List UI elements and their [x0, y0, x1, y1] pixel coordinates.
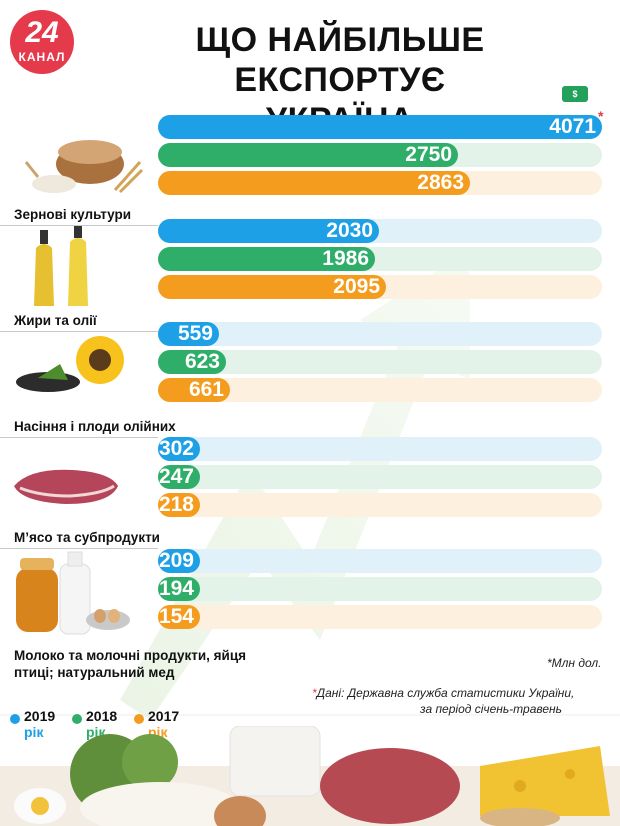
bar-value-label: 1986	[322, 247, 369, 270]
bar-value-label: 302	[158, 437, 194, 460]
category-divider	[0, 548, 158, 549]
grain-bowl-icon	[24, 140, 144, 194]
bar-value-label: 2863	[417, 171, 464, 194]
legend-year-2019: 2019	[24, 708, 56, 724]
bar-track	[158, 350, 602, 374]
bar-track	[158, 605, 602, 629]
oil-bottles-icon	[34, 226, 88, 306]
sunflower-icon	[16, 336, 124, 392]
bar-2017-cat-3: 218	[158, 493, 200, 517]
category-divider	[0, 225, 158, 226]
bar-2018-cat-0: 2750	[158, 143, 458, 167]
bar-value-label: 218	[158, 493, 194, 516]
bar-value-label: 154	[158, 605, 194, 628]
bar-value-label: 247	[158, 465, 194, 488]
legend-dot-2018	[72, 714, 82, 724]
category-label-meat: М’ясо та субпродукти	[14, 530, 160, 545]
dairy-honey-icon	[16, 551, 130, 635]
legend-year-2018: 2018	[86, 708, 118, 724]
category-label-oilseeds: Насіння і плоди олійних	[14, 419, 176, 434]
bar-value-label: 209	[158, 549, 194, 572]
money-icon: $	[562, 86, 588, 102]
bar-track	[158, 378, 602, 402]
category-divider	[0, 437, 158, 438]
bar-2019-cat-2: 559	[158, 322, 219, 346]
bar-2019-cat-1: 2030	[158, 219, 379, 243]
logo-label: КАНАЛ	[18, 50, 66, 64]
bar-value-label: 623	[184, 350, 220, 373]
bar-track	[158, 437, 602, 461]
category-label-dairy: Молоко та молочні продукти, яйця птиці; …	[14, 648, 246, 680]
legend-dot-2017	[134, 714, 144, 724]
food-collage-image	[0, 726, 620, 826]
category-divider	[0, 331, 158, 332]
bar-value-label: 559	[177, 322, 213, 345]
bar-2017-cat-2: 661	[158, 378, 230, 402]
bar-2018-cat-2: 623	[158, 350, 226, 374]
source-line-1: Дані: Державна служба статистики України…	[316, 686, 575, 700]
category-label-grains: Зернові культури	[14, 207, 132, 222]
source-note: *Дані: Державна служба статистики Україн…	[312, 686, 574, 700]
bar-value-label: 2095	[333, 275, 380, 298]
bar-value-label: 4071	[549, 115, 596, 138]
bar-track	[158, 549, 602, 573]
bar-2018-cat-4: 194	[158, 577, 200, 601]
bar-value-label: 2750	[405, 143, 452, 166]
bar-2019-cat-3: 302	[158, 437, 200, 461]
bar-2019-cat-4: 209	[158, 549, 200, 573]
legend-year-2017: 2017	[148, 708, 180, 724]
channel-logo: 24 КАНАЛ	[10, 10, 74, 74]
bar-track	[158, 493, 602, 517]
bar-track	[158, 465, 602, 489]
category-label-fats-oils: Жири та олії	[14, 313, 97, 328]
unit-note: *Млн дол.	[547, 656, 602, 670]
bar-2018-cat-1: 1986	[158, 247, 375, 271]
bar-2019-cat-0: 4071	[158, 115, 602, 139]
source-star: *	[312, 686, 317, 700]
legend-unit-2019: рік	[24, 724, 44, 740]
bar-value-label: 661	[188, 378, 224, 401]
title-line-1: ЩО НАЙБІЛЬШЕ ЕКСПОРТУЄ	[195, 21, 485, 99]
bar-value-label: 2030	[326, 219, 373, 242]
bar-track	[158, 322, 602, 346]
bar-2017-cat-4: 154	[158, 605, 200, 629]
bar-value-label: 194	[158, 577, 194, 600]
bar-2017-cat-0: 2863	[158, 171, 470, 195]
bar-2018-cat-3: 247	[158, 465, 200, 489]
bar-2017-cat-1: 2095	[158, 275, 386, 299]
logo-number: 24	[25, 16, 59, 49]
legend-dot-2019	[10, 714, 20, 724]
meat-icon	[14, 469, 118, 504]
bar-track	[158, 577, 602, 601]
source-period: за період січень-травень	[420, 702, 562, 716]
value-asterisk: *	[598, 108, 604, 124]
